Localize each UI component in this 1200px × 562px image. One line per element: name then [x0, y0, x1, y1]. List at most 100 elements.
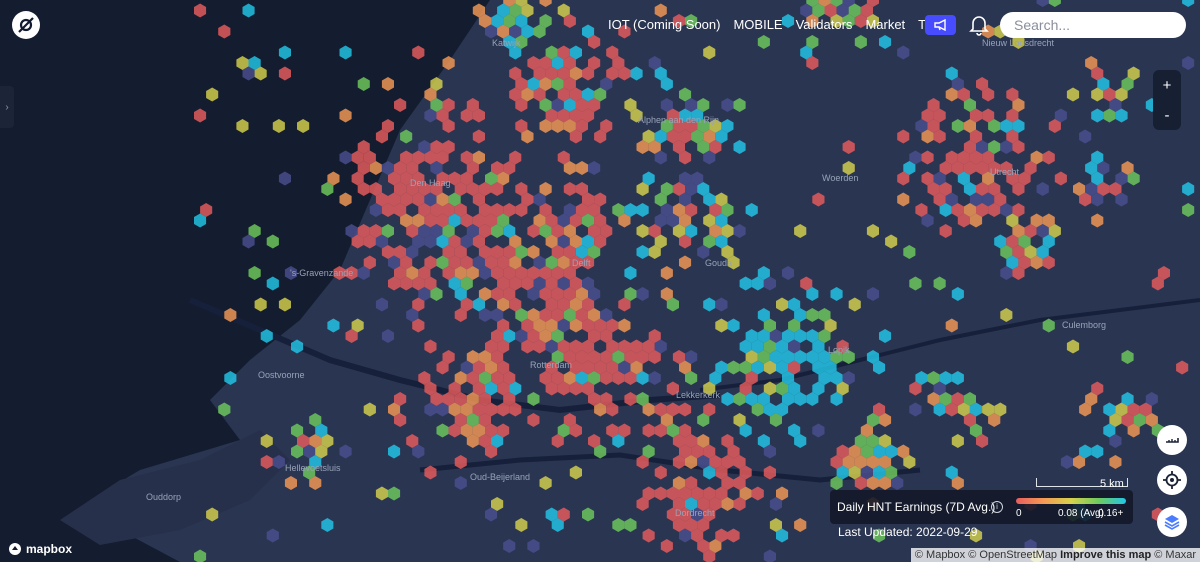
hotspot-hex[interactable] — [539, 203, 552, 217]
hotspot-hex[interactable] — [818, 371, 831, 385]
hotspot-hex[interactable] — [951, 371, 964, 385]
hotspot-hex[interactable] — [679, 213, 692, 228]
hotspot-hex[interactable] — [357, 77, 370, 91]
hotspot-hex[interactable] — [454, 245, 467, 259]
hotspot-hex[interactable] — [612, 518, 625, 532]
hotspot-hex[interactable] — [921, 108, 934, 123]
hotspot-hex[interactable] — [860, 3, 873, 18]
hotspot-hex[interactable] — [824, 360, 837, 375]
hotspot-hex[interactable] — [254, 297, 267, 312]
hotspot-hex[interactable] — [745, 203, 758, 217]
hotspot-hex[interactable] — [485, 402, 498, 417]
hotspot-hex[interactable] — [933, 192, 946, 207]
hotspot-hex[interactable] — [685, 14, 698, 28]
hotspot-hex[interactable] — [460, 108, 473, 123]
hotspot-hex[interactable] — [715, 486, 728, 501]
hotspot-hex[interactable] — [412, 444, 425, 459]
hotspot-hex[interactable] — [588, 287, 601, 301]
hotspot-hex[interactable] — [394, 182, 407, 196]
hotspot-hex[interactable] — [533, 192, 546, 207]
hotspot-hex[interactable] — [1091, 213, 1104, 228]
hotspot-hex[interactable] — [618, 213, 631, 228]
hotspot-hex[interactable] — [648, 245, 661, 259]
hotspot-hex[interactable] — [921, 213, 934, 228]
hotspot-hex[interactable] — [788, 297, 801, 312]
hotspot-hex[interactable] — [933, 171, 946, 186]
hotspot-hex[interactable] — [485, 24, 498, 39]
hotspot-hex[interactable] — [442, 392, 455, 406]
hotspot-hex[interactable] — [400, 255, 413, 270]
hotspot-hex[interactable] — [569, 255, 582, 270]
hotspot-hex[interactable] — [679, 528, 692, 543]
hotspot-hex[interactable] — [624, 98, 637, 112]
hotspot-hex[interactable] — [733, 497, 746, 511]
hotspot-hex[interactable] — [448, 213, 461, 228]
hotspot-hex[interactable] — [703, 402, 716, 417]
hotspot-hex[interactable] — [466, 224, 479, 238]
hotspot-hex[interactable] — [509, 255, 522, 270]
hotspot-hex[interactable] — [679, 129, 692, 144]
hotspot-hex[interactable] — [569, 234, 582, 249]
hotspot-hex[interactable] — [448, 255, 461, 270]
hotspot-hex[interactable] — [685, 350, 698, 364]
hotspot-hex[interactable] — [394, 161, 407, 175]
hotspot-hex[interactable] — [424, 108, 437, 123]
hotspot-hex[interactable] — [776, 297, 789, 312]
hotspot-hex[interactable] — [957, 171, 970, 186]
hotspot-hex[interactable] — [448, 171, 461, 186]
hotspot-hex[interactable] — [1121, 413, 1134, 427]
hotspot-hex[interactable] — [679, 171, 692, 186]
hotspot-hex[interactable] — [497, 339, 510, 354]
hotspot-hex[interactable] — [442, 245, 455, 259]
hotspot-hex[interactable] — [381, 161, 394, 175]
hotspot-hex[interactable] — [1091, 150, 1104, 165]
hotspot-hex[interactable] — [594, 234, 607, 249]
hotspot-hex[interactable] — [545, 276, 558, 291]
hotspot-hex[interactable] — [672, 350, 685, 364]
hotspot-hex[interactable] — [563, 161, 576, 175]
hotspot-hex[interactable] — [1024, 161, 1037, 175]
hotspot-hex[interactable] — [551, 308, 564, 322]
hotspot-hex[interactable] — [691, 528, 704, 543]
hotspot-hex[interactable] — [539, 119, 552, 133]
hotspot-hex[interactable] — [709, 224, 722, 238]
hotspot-hex[interactable] — [933, 108, 946, 123]
hotspot-hex[interactable] — [939, 371, 952, 385]
hotspot-hex[interactable] — [485, 213, 498, 228]
hotspot-hex[interactable] — [1060, 455, 1073, 469]
hotspot-hex[interactable] — [527, 224, 540, 238]
hotspot-hex[interactable] — [630, 66, 643, 81]
hotspot-hex[interactable] — [733, 476, 746, 490]
hotspot-hex[interactable] — [588, 98, 601, 112]
hotspot-hex[interactable] — [642, 486, 655, 501]
hotspot-hex[interactable] — [957, 213, 970, 228]
hotspot-hex[interactable] — [1006, 255, 1019, 270]
hotspot-hex[interactable] — [588, 371, 601, 385]
hotspot-hex[interactable] — [539, 77, 552, 91]
hotspot-hex[interactable] — [679, 234, 692, 249]
hotspot-hex[interactable] — [266, 528, 279, 543]
hotspot-hex[interactable] — [1000, 203, 1013, 217]
hotspot-hex[interactable] — [545, 297, 558, 312]
hotspot-hex[interactable] — [563, 14, 576, 28]
hotspot-hex[interactable] — [388, 255, 401, 270]
hotspot-hex[interactable] — [357, 182, 370, 196]
hotspot-hex[interactable] — [515, 203, 528, 217]
hotspot-hex[interactable] — [460, 276, 473, 291]
hotspot-hex[interactable] — [363, 234, 376, 249]
hotspot-hex[interactable] — [363, 402, 376, 417]
hotspot-hex[interactable] — [515, 518, 528, 532]
hotspot-hex[interactable] — [557, 339, 570, 354]
nav-link-iot[interactable]: IOT (Coming Soon) — [608, 17, 721, 32]
hotspot-hex[interactable] — [533, 24, 546, 39]
hotspot-hex[interactable] — [557, 297, 570, 312]
hotspot-hex[interactable] — [1091, 171, 1104, 186]
hotspot-hex[interactable] — [951, 476, 964, 490]
hotspot-hex[interactable] — [551, 224, 564, 238]
hotspot-hex[interactable] — [672, 434, 685, 448]
hotspot-hex[interactable] — [897, 444, 910, 459]
hotspot-hex[interactable] — [691, 444, 704, 459]
hotspot-hex[interactable] — [515, 0, 528, 7]
hotspot-hex[interactable] — [1006, 234, 1019, 249]
hotspot-hex[interactable] — [1121, 350, 1134, 364]
